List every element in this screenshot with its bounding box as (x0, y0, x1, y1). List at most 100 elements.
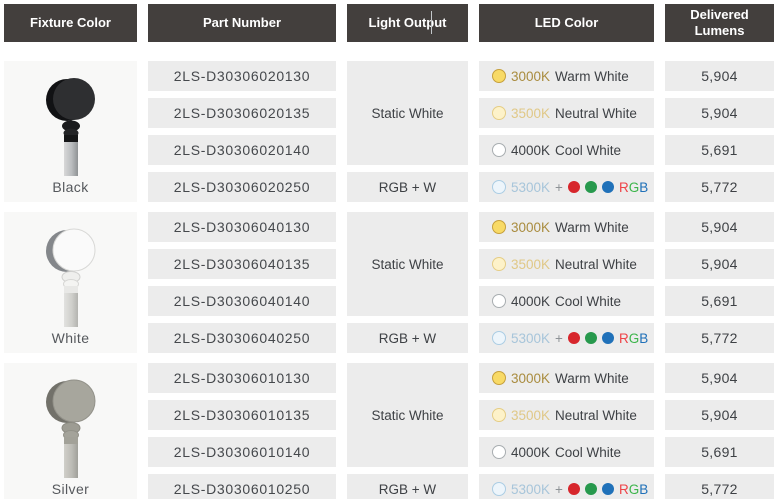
lumens-cell: 5,904 (665, 212, 774, 242)
light-output-rgbw-cell: RGB + W (347, 323, 468, 353)
plus-sign: + (555, 481, 563, 497)
led-kelvin-label: 4000K (511, 444, 551, 460)
led-kelvin-label: 3000K (511, 68, 551, 84)
lumens-cell: 5,904 (665, 61, 774, 91)
led-kelvin-label: 3000K (511, 219, 551, 235)
fixture-color-label: White (51, 330, 90, 346)
rgb-letter-g: G (628, 330, 640, 346)
lumens-cell: 5,904 (665, 363, 774, 393)
table-header: Fixture Color Part Number Light Output L… (4, 4, 774, 42)
led-swatch-4000k-icon (492, 445, 506, 459)
fixture-photo-silver-icon (45, 379, 95, 478)
header-part-number: Part Number (148, 4, 336, 42)
fixture-group-black: Black 2LS-D30306020130 2LS-D30306020135 … (4, 61, 774, 202)
plus-sign: + (555, 179, 563, 195)
fixture-image-cell: White (4, 212, 137, 353)
lumens-cell: 5,904 (665, 98, 774, 128)
text-cursor-caret (431, 11, 432, 34)
fixture-image-cell: Silver (4, 363, 137, 499)
rgb-letter-r: R (618, 481, 629, 497)
led-color-cell-cool: 4000K Cool White (479, 437, 654, 467)
part-number-cell: 2LS-D30306020130 (148, 61, 336, 91)
rgb-letter-r: R (618, 179, 629, 195)
led-color-cell-warm: 3000K Warm White (479, 61, 654, 91)
rgb-letter-b: B (639, 179, 649, 195)
led-swatch-3000k-icon (492, 371, 506, 385)
header-fixture-color: Fixture Color (4, 4, 137, 42)
part-number-cell: 2LS-D30306010130 (148, 363, 336, 393)
led-kelvin-label: 5300K (511, 481, 551, 497)
lumens-cell: 5,904 (665, 249, 774, 279)
led-name-label: Cool White (555, 444, 622, 460)
light-output-rgbw-cell: RGB + W (347, 172, 468, 202)
led-kelvin-label: 4000K (511, 293, 551, 309)
led-swatch-3000k-icon (492, 220, 506, 234)
led-name-label: Warm White (555, 370, 629, 386)
led-name-label: Neutral White (555, 256, 637, 272)
fixture-group-white: White 2LS-D30306040130 2LS-D30306040135 … (4, 212, 774, 353)
fixture-group-silver: Silver 2LS-D30306010130 2LS-D30306010135… (4, 363, 774, 499)
led-swatch-4000k-icon (492, 143, 506, 157)
green-dot-icon (584, 181, 597, 193)
led-swatch-3500k-icon (492, 106, 506, 120)
fixture-image-cell: Black (4, 61, 137, 202)
led-kelvin-label: 3500K (511, 256, 551, 272)
blue-dot-icon (601, 332, 614, 344)
red-dot-icon (567, 181, 580, 193)
green-dot-icon (584, 483, 597, 495)
led-kelvin-label: 5300K (511, 330, 551, 346)
led-swatch-4000k-icon (492, 294, 506, 308)
led-name-label: Cool White (555, 293, 622, 309)
light-output-static-cell: Static White (347, 363, 468, 467)
led-swatch-3500k-icon (492, 257, 506, 271)
led-name-label: Warm White (555, 68, 629, 84)
led-name-label: Warm White (555, 219, 629, 235)
fixture-color-label: Black (52, 179, 89, 195)
lumens-cell: 5,691 (665, 135, 774, 165)
led-color-cell-warm: 3000K Warm White (479, 212, 654, 242)
header-led-color: LED Color (479, 4, 654, 42)
lumens-cell: 5,691 (665, 437, 774, 467)
led-color-cell-neutral: 3500K Neutral White (479, 400, 654, 430)
blue-dot-icon (601, 181, 614, 193)
rgb-letter-r: R (618, 330, 629, 346)
led-color-cell-warm: 3000K Warm White (479, 363, 654, 393)
light-output-static-cell: Static White (347, 212, 468, 316)
fixture-photo-white-icon (45, 228, 95, 327)
part-number-cell: 2LS-D30306020140 (148, 135, 336, 165)
led-kelvin-label: 4000K (511, 142, 551, 158)
led-color-cell-cool: 4000K Cool White (479, 286, 654, 316)
led-kelvin-label: 5300K (511, 179, 551, 195)
fixture-photo-black-icon (45, 78, 95, 176)
led-kelvin-label: 3500K (511, 105, 551, 121)
lumens-cell: 5,772 (665, 474, 774, 499)
part-number-cell: 2LS-D30306040130 (148, 212, 336, 242)
led-color-cell-neutral: 3500K Neutral White (479, 249, 654, 279)
led-name-label: Neutral White (555, 105, 637, 121)
light-output-static-cell: Static White (347, 61, 468, 165)
red-dot-icon (567, 332, 580, 344)
led-swatch-5300k-icon (492, 482, 506, 496)
fixture-color-label: Silver (51, 481, 90, 497)
red-dot-icon (567, 483, 580, 495)
part-number-cell: 2LS-D30306040135 (148, 249, 336, 279)
part-number-cell: 2LS-D30306010135 (148, 400, 336, 430)
led-swatch-5300k-icon (492, 331, 506, 345)
led-kelvin-label: 3000K (511, 370, 551, 386)
led-name-label: Cool White (555, 142, 622, 158)
header-light-output: Light Output (347, 4, 468, 42)
led-swatch-3000k-icon (492, 69, 506, 83)
lumens-cell: 5,772 (665, 172, 774, 202)
led-swatch-3500k-icon (492, 408, 506, 422)
blue-dot-icon (601, 483, 614, 495)
lumens-cell: 5,691 (665, 286, 774, 316)
green-dot-icon (584, 332, 597, 344)
light-output-rgbw-cell: RGB + W (347, 474, 468, 499)
led-kelvin-label: 3500K (511, 407, 551, 423)
